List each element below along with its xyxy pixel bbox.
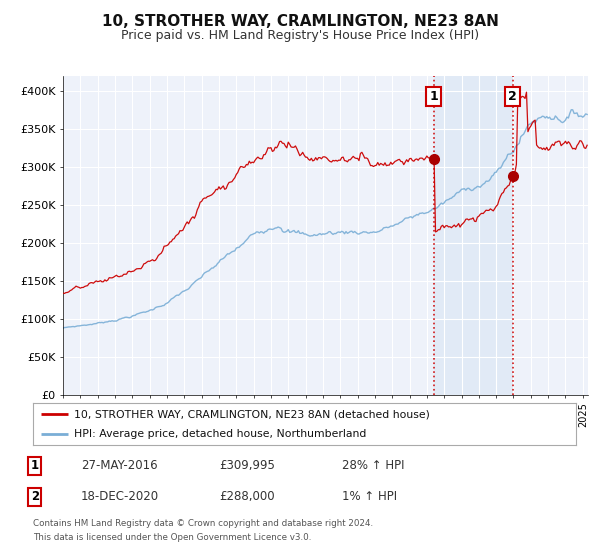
Text: £288,000: £288,000: [219, 490, 275, 503]
Text: Price paid vs. HM Land Registry's House Price Index (HPI): Price paid vs. HM Land Registry's House …: [121, 29, 479, 42]
Text: 1: 1: [31, 459, 39, 473]
Text: 1: 1: [430, 90, 439, 103]
Text: 18-DEC-2020: 18-DEC-2020: [81, 490, 159, 503]
Bar: [434, 76, 513, 395]
Text: 10, STROTHER WAY, CRAMLINGTON, NE23 8AN: 10, STROTHER WAY, CRAMLINGTON, NE23 8AN: [101, 14, 499, 29]
Text: HPI: Average price, detached house, Northumberland: HPI: Average price, detached house, Nort…: [74, 430, 366, 439]
Text: 1% ↑ HPI: 1% ↑ HPI: [342, 490, 397, 503]
Text: 10, STROTHER WAY, CRAMLINGTON, NE23 8AN (detached house): 10, STROTHER WAY, CRAMLINGTON, NE23 8AN …: [74, 409, 430, 419]
Text: 2: 2: [31, 490, 39, 503]
Text: 27-MAY-2016: 27-MAY-2016: [81, 459, 158, 473]
Text: 2: 2: [508, 90, 517, 103]
Text: £309,995: £309,995: [219, 459, 275, 473]
Text: 28% ↑ HPI: 28% ↑ HPI: [342, 459, 404, 473]
Text: Contains HM Land Registry data © Crown copyright and database right 2024.: Contains HM Land Registry data © Crown c…: [33, 519, 373, 528]
Text: This data is licensed under the Open Government Licence v3.0.: This data is licensed under the Open Gov…: [33, 533, 311, 542]
